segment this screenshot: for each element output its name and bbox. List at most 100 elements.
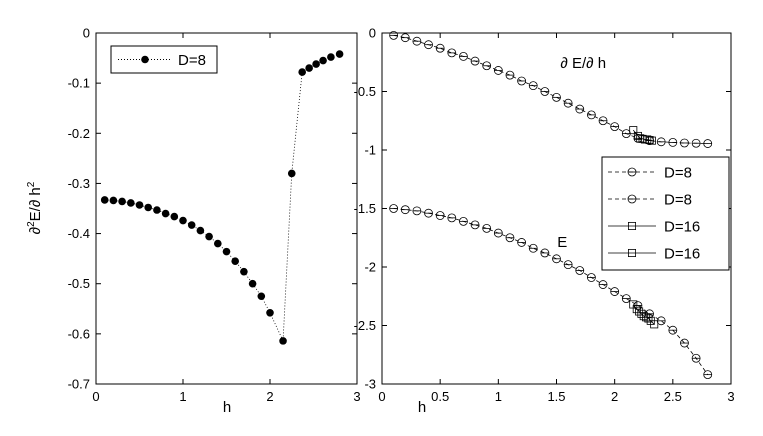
right-x-tick-label: 0 bbox=[378, 389, 385, 404]
right-series-0-point bbox=[552, 92, 561, 102]
right-series-0-point bbox=[424, 40, 433, 50]
right-chart-panel: 0 0.5 1 1.5 2 2.5 3 0 -0.5 -1 -1.5 -2 -2.5 -3 h ∂ E/∂… bbox=[354, 26, 735, 417]
right-series-0-point bbox=[493, 66, 503, 75]
right-y-tick-label: 0 bbox=[369, 26, 376, 41]
right-series-1-point bbox=[575, 266, 585, 275]
right-legend-marker-3 bbox=[628, 248, 637, 257]
right-series-3-point bbox=[635, 307, 644, 316]
right-series-1-point bbox=[528, 243, 538, 253]
left-series-0-point bbox=[248, 279, 257, 288]
right-series-3-point bbox=[632, 305, 641, 314]
right-series-1-point bbox=[552, 254, 561, 264]
left-legend: D=8 bbox=[110, 45, 218, 74]
right-series-0-point bbox=[435, 43, 445, 53]
right-series-1-point bbox=[691, 353, 701, 363]
left-series-0-point bbox=[109, 196, 118, 205]
left-legend-marker bbox=[141, 55, 149, 64]
left-series-0-point bbox=[327, 53, 335, 61]
left-series-0-point bbox=[205, 232, 213, 241]
right-y-tick-label: -2 bbox=[364, 260, 376, 275]
right-x-tick-label: 2 bbox=[611, 389, 618, 404]
left-series-0-point bbox=[153, 206, 161, 214]
left-series-0-point bbox=[214, 239, 222, 248]
right-legend-box bbox=[601, 156, 730, 271]
right-series-2-point bbox=[645, 136, 654, 145]
right-series-1-point bbox=[668, 325, 678, 335]
left-series-0-point bbox=[305, 64, 313, 72]
left-series-0-point bbox=[240, 267, 248, 276]
left-x-axis-label: h bbox=[223, 399, 231, 416]
right-series-0-point bbox=[447, 48, 457, 58]
right-series-0-point bbox=[528, 81, 538, 91]
right-series-0-point bbox=[400, 33, 410, 43]
right-series-0-point bbox=[598, 116, 608, 126]
right-series-1-point bbox=[598, 280, 608, 289]
right-series-0-point bbox=[703, 139, 713, 148]
left-series-0-point bbox=[222, 247, 231, 256]
left-plot-frame bbox=[95, 32, 358, 385]
left-x-tick-label: 2 bbox=[266, 389, 273, 404]
right-y-tick-label: -0.5 bbox=[354, 84, 376, 99]
right-x-tick-label: 3 bbox=[727, 389, 734, 404]
annotation-derivative: ∂ E/∂ h bbox=[560, 55, 606, 72]
right-series-2-point bbox=[629, 126, 638, 135]
right-series-1-point bbox=[435, 211, 445, 220]
right-legend-label-2: D=16 bbox=[664, 219, 700, 236]
left-y-tick-label: -0.6 bbox=[68, 326, 90, 341]
right-legend-label-0: D=8 bbox=[664, 165, 692, 182]
right-series-1-point bbox=[540, 248, 550, 258]
right-series-1-point bbox=[610, 287, 620, 296]
right-series-0-point bbox=[470, 56, 480, 66]
right-series-1-point bbox=[621, 294, 631, 303]
left-legend-label: D=8 bbox=[178, 52, 206, 69]
right-series-1-point bbox=[412, 206, 422, 216]
left-series-0-point bbox=[279, 337, 287, 345]
left-y-tick-label: -0.5 bbox=[68, 276, 90, 291]
right-series-0-point bbox=[482, 61, 492, 71]
left-series-0-point bbox=[231, 257, 239, 265]
right-series-0-point bbox=[517, 76, 526, 86]
right-series-0-point bbox=[656, 137, 666, 147]
left-y-tick-label: -0.4 bbox=[68, 226, 90, 241]
right-series-1-point bbox=[680, 338, 689, 348]
right-series-0-point bbox=[505, 70, 515, 80]
left-x-tick-label: 1 bbox=[179, 389, 186, 404]
left-y-tick-label: -0.7 bbox=[68, 377, 90, 392]
right-series-1-point bbox=[517, 238, 526, 247]
left-series-0-point bbox=[312, 60, 320, 68]
left-series-0-point bbox=[100, 196, 109, 204]
left-data-marks bbox=[100, 50, 344, 345]
right-x-tick-label: 0.5 bbox=[431, 389, 449, 404]
right-series-1-point bbox=[482, 223, 492, 233]
right-series-1-point bbox=[459, 216, 468, 226]
right-legend: D=8 D=8 D=16 D=16 bbox=[601, 156, 730, 271]
right-legend-marker-2 bbox=[628, 221, 637, 230]
left-axis-ticks: 0 1 2 3 0 -0.1 -0.2 -0.3 -0.4 -0.5 -0.6 -0.7 bbox=[68, 26, 361, 405]
right-y-tick-label: -3 bbox=[364, 377, 376, 392]
left-series-0-point bbox=[257, 292, 266, 301]
right-x-tick-label: 1.5 bbox=[547, 389, 565, 404]
right-series-1-point bbox=[505, 233, 515, 243]
left-x-tick-label: 3 bbox=[353, 389, 360, 404]
right-series-1-point bbox=[447, 213, 457, 223]
left-series-0-point bbox=[287, 169, 296, 178]
right-series-0-point bbox=[621, 129, 631, 139]
right-series-1-point bbox=[703, 370, 713, 380]
right-series-0-point bbox=[610, 122, 620, 131]
right-series-3-point bbox=[639, 312, 648, 321]
right-series-1-point bbox=[424, 208, 433, 218]
left-series-0-point bbox=[266, 308, 274, 317]
right-series-0-point bbox=[668, 137, 678, 147]
left-series-0-point bbox=[144, 203, 152, 212]
right-series-2-point bbox=[647, 136, 656, 145]
right-series-2-point bbox=[643, 135, 652, 144]
left-y-tick-label: 0 bbox=[83, 26, 90, 41]
right-legend-marker-1 bbox=[627, 194, 637, 204]
right-x-tick-label: 1 bbox=[495, 389, 502, 404]
right-axis-ticks: 0 0.5 1 1.5 2 2.5 3 0 -0.5 -1 -1.5 -2 -2.5 -3 bbox=[354, 26, 735, 405]
annotation-energy: E bbox=[557, 234, 567, 251]
left-series-0-point bbox=[298, 68, 306, 76]
right-series-0-point bbox=[691, 138, 701, 148]
right-series-3-point bbox=[644, 314, 653, 323]
right-series-0-point bbox=[412, 36, 422, 46]
